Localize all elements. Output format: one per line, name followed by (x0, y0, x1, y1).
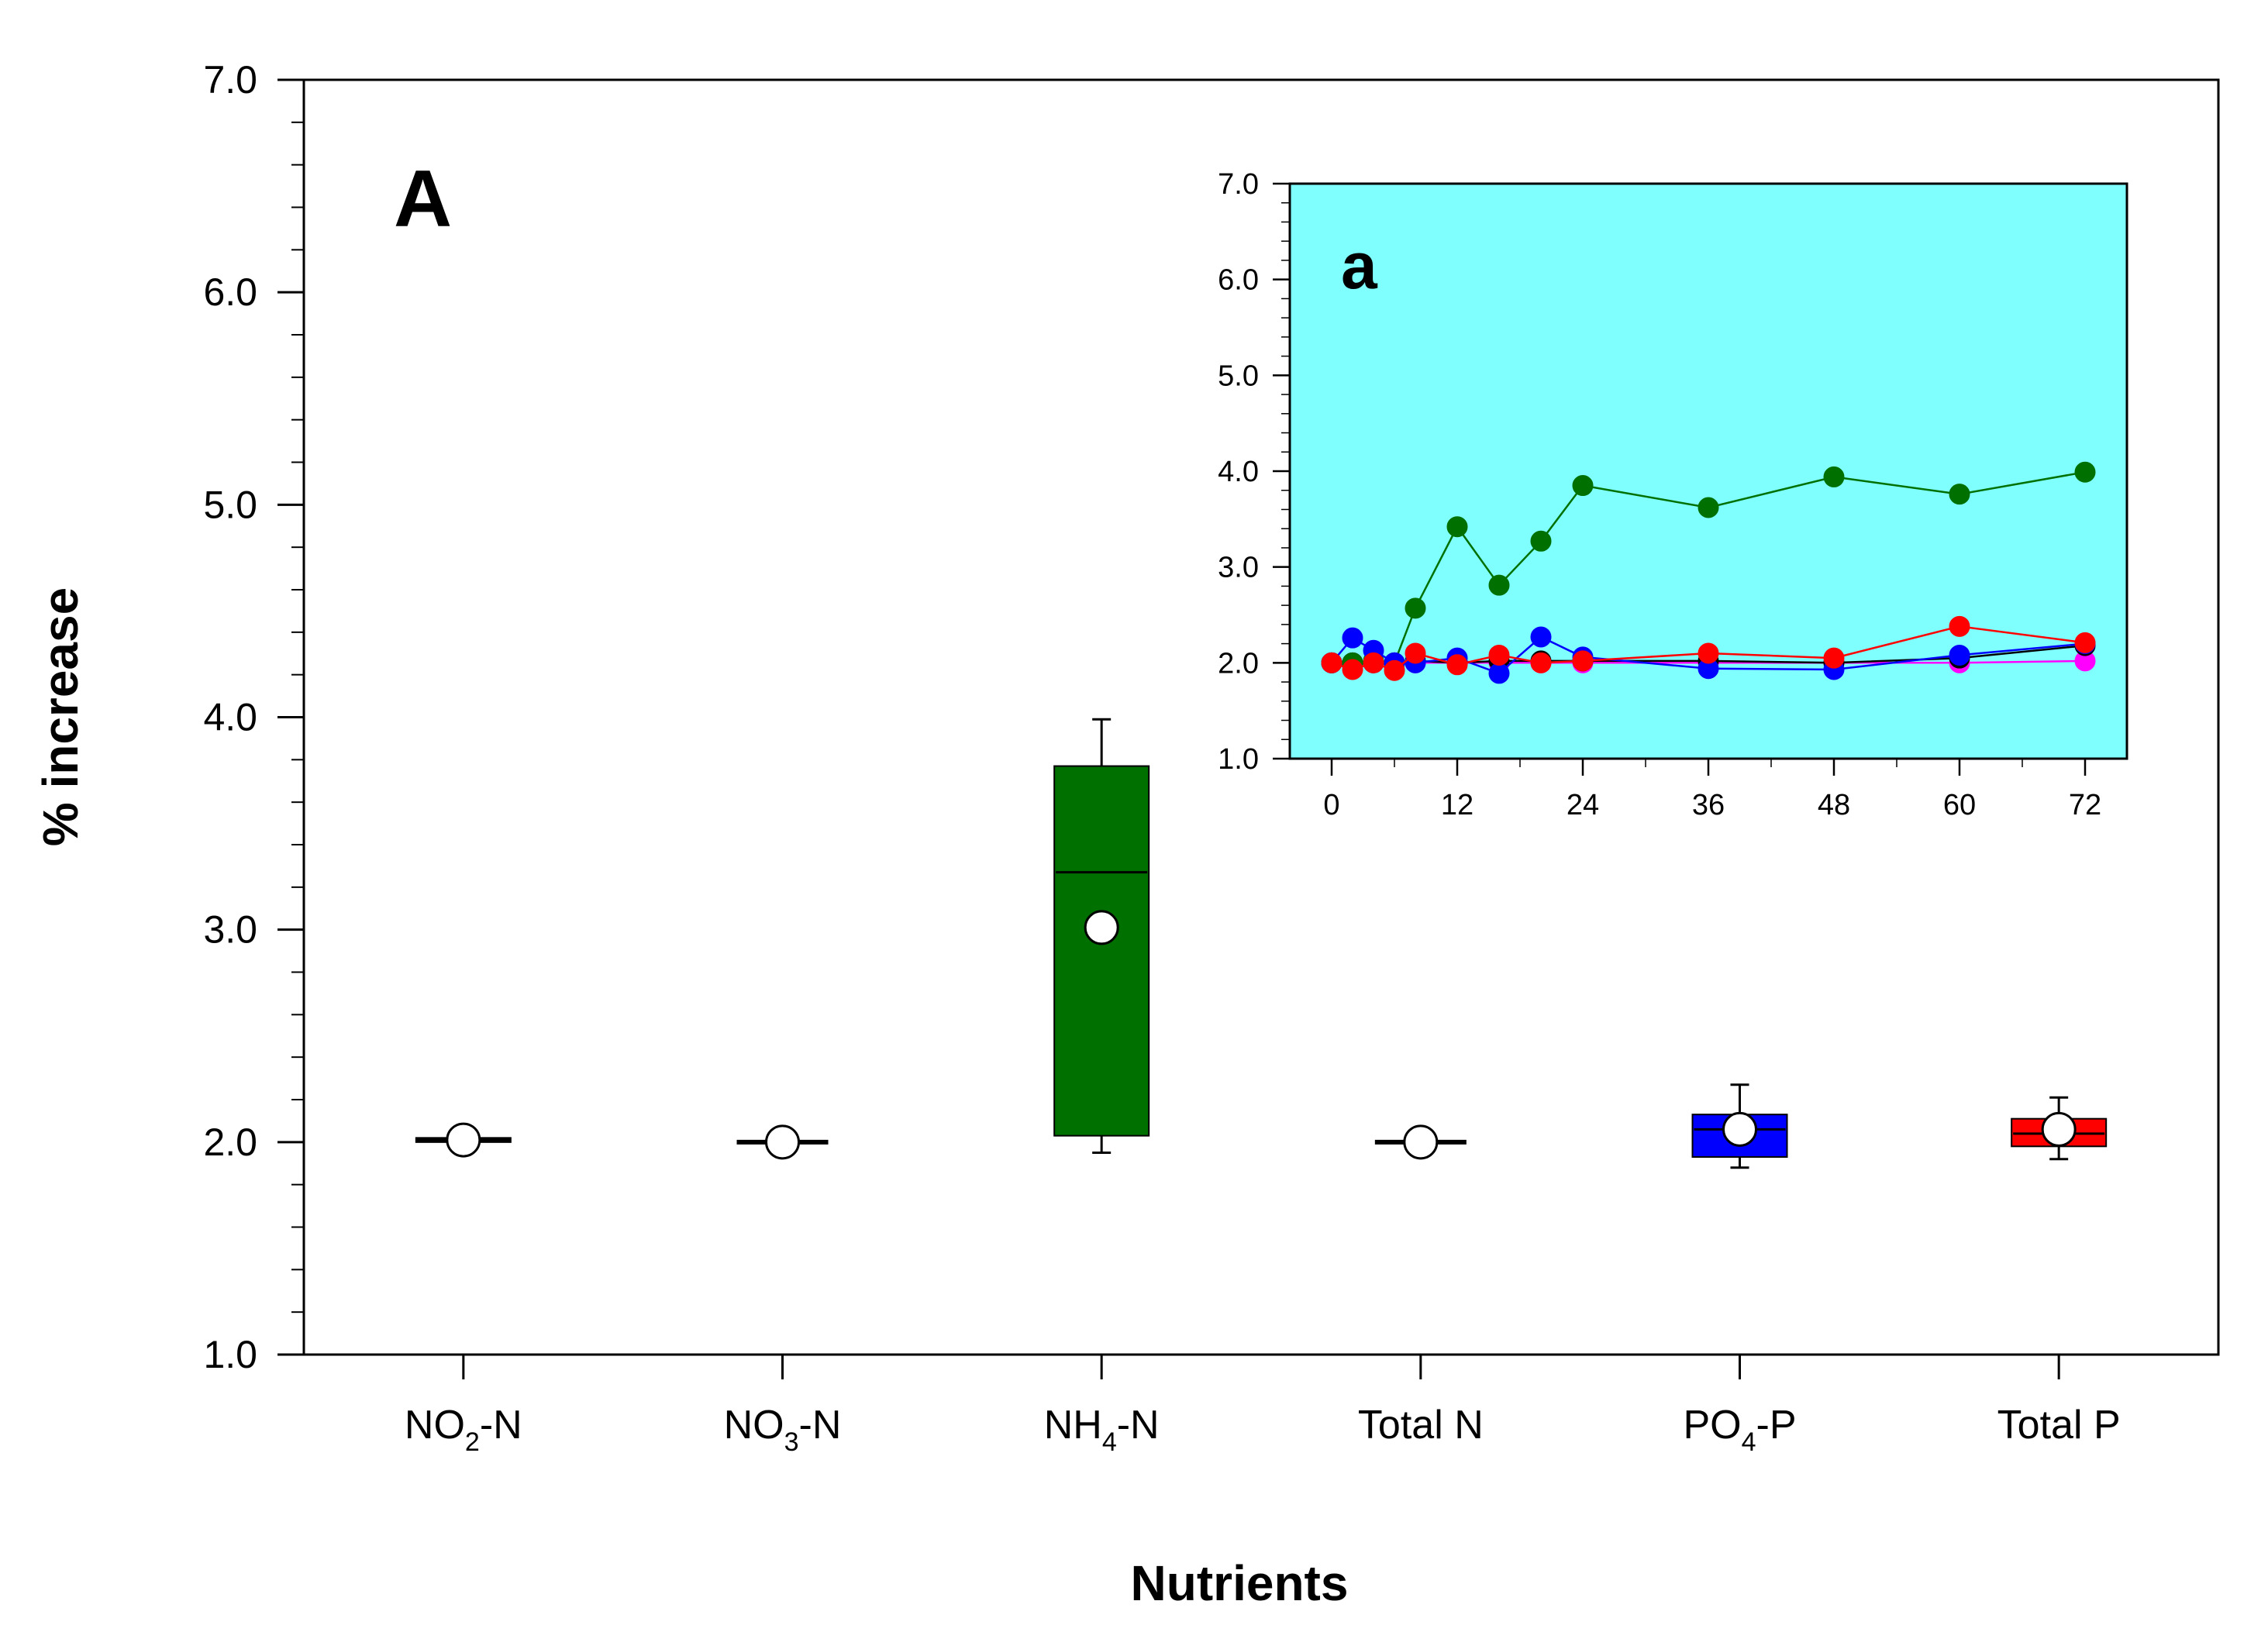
mean-marker (446, 1122, 481, 1158)
inset-data-point (1488, 644, 1510, 666)
main-x-axis-title: Nutrients (1131, 1555, 1349, 1611)
category-label-base: NO (724, 1403, 784, 1448)
inset-data-point (1405, 642, 1426, 664)
category-label-base: Total N (1358, 1403, 1484, 1448)
inset-x-axis: 0 12 24 36 48 60 72 (1323, 759, 2101, 821)
category-label-suffix: -P (1756, 1403, 1797, 1448)
category-label-subscript: 3 (784, 1427, 799, 1457)
main-y-tick-label: 6.0 (203, 270, 257, 314)
inset-data-point (1384, 659, 1405, 681)
boxplot-4 (1691, 1083, 1788, 1169)
main-panel-label: A (394, 154, 452, 244)
inset-y-tick-label: 4.0 (1218, 456, 1259, 488)
category-label: NO2-N (405, 1403, 522, 1457)
main-y-axis-title: % increase (33, 587, 88, 846)
mean-marker (1403, 1124, 1439, 1160)
main-y-tick-label: 2.0 (203, 1121, 257, 1164)
category-label: Total N (1358, 1403, 1484, 1448)
mean-marker (2041, 1111, 2077, 1147)
inset-data-point (1342, 659, 1363, 680)
mean-marker (1084, 910, 1119, 945)
inset-data-point (1949, 484, 1970, 505)
inset-panel-label: a (1341, 229, 1378, 302)
inset-x-tick-label: 72 (2069, 789, 2101, 821)
main-boxplots (415, 718, 2108, 1169)
main-y-tick-label: 4.0 (203, 696, 257, 739)
category-label-base: NO (405, 1403, 465, 1448)
inset-y-tick-label: 5.0 (1218, 360, 1259, 392)
inset-x-tick-label: 60 (1943, 789, 1976, 821)
category-label-base: PO (1683, 1403, 1741, 1448)
boxplot-0 (415, 1122, 512, 1158)
inset-data-point (1530, 530, 1552, 552)
inset-data-point (1949, 644, 1970, 666)
category-label-base: Total P (1997, 1403, 2121, 1448)
inset-data-point (1488, 574, 1510, 596)
category-label-suffix: -N (799, 1403, 842, 1448)
inset-data-point (1530, 652, 1552, 673)
inset-data-point (1342, 627, 1363, 649)
inset-series-4 (1321, 615, 2096, 681)
inset-x-tick-label: 12 (1441, 789, 1474, 821)
category-label: NO3-N (724, 1403, 842, 1457)
inset-data-point (1823, 466, 1845, 487)
main-y-axis: 1.0 2.0 3.0 4.0 5.0 6.0 7.0 (203, 58, 304, 1376)
boxplot-2 (1053, 718, 1150, 1155)
boxplot-5 (2011, 1096, 2108, 1161)
inset-data-point (1488, 663, 1510, 684)
inset-data-point (1823, 647, 1845, 669)
inset-data-point (1698, 497, 1719, 518)
inset-data-point (1321, 652, 1343, 673)
inset-y-tick-label: 7.0 (1218, 168, 1259, 201)
inset-x-tick-label: 48 (1818, 789, 1850, 821)
mean-marker (1722, 1111, 1757, 1147)
category-label-suffix: -N (1117, 1403, 1160, 1448)
inset-y-tick-label: 3.0 (1218, 552, 1259, 584)
inset-data-point (1530, 626, 1552, 648)
boxplot-1 (736, 1124, 829, 1160)
mean-marker (765, 1124, 800, 1160)
category-label: PO4-P (1683, 1403, 1796, 1457)
main-y-tick-label: 7.0 (203, 58, 257, 102)
inset-y-tick-label: 1.0 (1218, 743, 1259, 776)
inset-data-point (1446, 516, 1468, 538)
inset-data-point (1698, 642, 1719, 664)
category-label-subscript: 4 (1102, 1427, 1117, 1457)
inset-y-tick-label: 2.0 (1218, 647, 1259, 680)
inset-y-tick-label: 6.0 (1218, 264, 1259, 297)
category-label: Total P (1997, 1403, 2121, 1448)
main-y-tick-label: 3.0 (203, 908, 257, 952)
inset-data-point (1572, 650, 1594, 672)
main-x-axis: NO2-N NO3-N NH4-N Total N PO4-P Total P (405, 1355, 2121, 1457)
inset-data-point (1949, 615, 1970, 637)
inset-x-tick-label: 0 (1323, 789, 1339, 821)
inset-data-point (2074, 461, 2096, 483)
inset-x-tick-label: 36 (1692, 789, 1725, 821)
inset-data-point (1405, 597, 1426, 619)
category-label-subscript: 4 (1742, 1427, 1756, 1457)
category-label: NH4-N (1044, 1403, 1160, 1457)
category-label-suffix: -N (480, 1403, 522, 1448)
boxplot-3 (1374, 1124, 1467, 1160)
inset-data-point (2074, 632, 2096, 653)
box-iqr (1053, 765, 1150, 1137)
inset-x-tick-label: 24 (1567, 789, 1599, 821)
inset-data-point (1572, 475, 1594, 497)
category-label-subscript: 2 (465, 1427, 480, 1457)
main-y-tick-label: 1.0 (203, 1333, 257, 1376)
main-y-tick-label: 5.0 (203, 483, 257, 526)
inset-y-axis: 1.0 2.0 3.0 4.0 5.0 6.0 7.0 (1218, 168, 1290, 776)
inset-data-point (1363, 652, 1384, 673)
inset-data-point (1446, 654, 1468, 676)
inset-series-lines (1321, 461, 2096, 684)
category-label-base: NH (1044, 1403, 1102, 1448)
